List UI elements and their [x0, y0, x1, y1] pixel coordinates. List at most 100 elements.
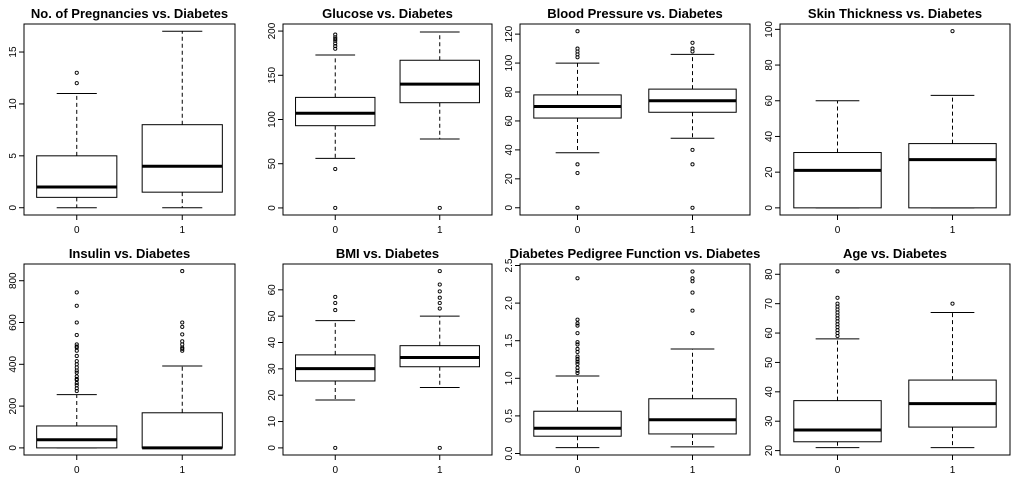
- outlier-point: [575, 342, 580, 347]
- outlier-point: [575, 370, 580, 376]
- outlier-point: [180, 332, 185, 337]
- outlier-point: [333, 35, 338, 40]
- x-tick-label: 0: [332, 465, 338, 476]
- box-group: [533, 276, 622, 449]
- box-group: [648, 40, 737, 210]
- outlier-point: [333, 36, 338, 42]
- outlier-point: [74, 342, 79, 347]
- outlier-point: [575, 361, 580, 367]
- y-tick-label: 30: [267, 363, 278, 375]
- y-tick-label: 10: [8, 98, 19, 110]
- outlier-point: [575, 354, 580, 359]
- plot-title: No. of Pregnancies vs. Diabetes: [31, 6, 228, 21]
- outlier-point: [437, 306, 442, 311]
- outlier-point: [333, 32, 338, 37]
- x-tick-label: 1: [950, 225, 956, 236]
- x-tick-label: 1: [950, 465, 956, 476]
- box-group: [36, 70, 118, 209]
- plot-title: Skin Thickness vs. Diabetes: [808, 6, 982, 21]
- x-tick-label: 0: [835, 465, 841, 476]
- x-tick-label: 0: [575, 225, 581, 236]
- outlier-point: [835, 295, 840, 300]
- y-tick-label: 20: [504, 173, 515, 185]
- y-tick-label: 70: [764, 298, 775, 310]
- y-tick-label: 50: [267, 310, 278, 322]
- outlier-point: [74, 353, 79, 358]
- outlier-point: [835, 301, 840, 306]
- outlier-point: [437, 300, 442, 306]
- outlier-point: [690, 331, 695, 336]
- outlier-point: [74, 320, 79, 325]
- outlier-point: [575, 356, 580, 361]
- outlier-point: [74, 359, 79, 364]
- outlier-point: [333, 294, 338, 299]
- outlier-point: [74, 70, 79, 75]
- y-tick-label: 40: [267, 337, 278, 349]
- box-group: [141, 30, 223, 209]
- plot-frame: [23, 23, 236, 216]
- y-tick-label: 60: [504, 115, 515, 127]
- x-tick-label: 1: [179, 465, 185, 476]
- outlier-point: [333, 445, 338, 450]
- outlier-point: [437, 205, 442, 210]
- plot-frame: [23, 263, 236, 456]
- outlier-point: [575, 29, 580, 34]
- box-group: [793, 269, 882, 449]
- plot-title: BMI vs. Diabetes: [336, 246, 439, 261]
- y-tick-label: 1.5: [504, 333, 515, 347]
- box-group: [295, 32, 376, 210]
- y-tick-label: 80: [504, 86, 515, 98]
- iqr-box: [793, 152, 882, 209]
- y-tick-label: 150: [267, 67, 278, 84]
- y-tick-label: 0: [504, 205, 515, 211]
- outlier-point: [74, 389, 79, 394]
- iqr-box: [36, 155, 118, 198]
- outlier-point: [575, 317, 580, 322]
- y-tick-label: 2.5: [504, 258, 515, 272]
- outlier-point: [437, 269, 442, 274]
- y-tick-label: 80: [764, 59, 775, 71]
- y-tick-label: 40: [764, 386, 775, 398]
- box-group: [141, 269, 223, 450]
- outlier-point: [575, 340, 580, 345]
- y-tick-label: 5: [8, 153, 19, 159]
- y-tick-label: 20: [267, 389, 278, 401]
- outlier-point: [180, 339, 185, 344]
- y-tick-label: 100: [504, 54, 515, 71]
- y-tick-label: 40: [764, 130, 775, 142]
- outlier-point: [333, 308, 338, 313]
- y-tick-label: 0: [267, 205, 278, 211]
- outlier-point: [437, 295, 442, 300]
- outlier-point: [74, 383, 79, 388]
- y-tick-label: 15: [8, 46, 19, 58]
- boxplot-panel: BMI vs. Diabetes 0 10 20 30 40 50 60 0 1: [267, 246, 493, 476]
- outlier-point: [575, 162, 580, 167]
- y-tick-label: 60: [267, 284, 278, 296]
- outlier-point: [74, 370, 79, 375]
- box-group: [793, 100, 882, 209]
- y-tick-label: 20: [764, 166, 775, 178]
- x-tick-label: 0: [575, 465, 581, 476]
- outlier-point: [74, 81, 79, 86]
- outlier-point: [575, 365, 580, 370]
- outlier-point: [575, 170, 580, 176]
- outlier-point: [690, 40, 695, 45]
- outlier-point: [333, 205, 338, 210]
- y-tick-label: 0: [8, 205, 19, 211]
- y-tick-label: 60: [764, 95, 775, 107]
- iqr-box: [295, 96, 376, 127]
- y-tick-label: 40: [504, 144, 515, 156]
- box-group: [295, 294, 376, 450]
- outlier-point: [835, 269, 840, 274]
- box-group: [908, 29, 997, 209]
- y-tick-label: 200: [8, 397, 19, 414]
- box-group: [399, 31, 480, 210]
- y-tick-label: 100: [267, 111, 278, 128]
- iqr-box: [399, 59, 480, 104]
- y-tick-label: 0.0: [504, 446, 515, 460]
- y-tick-label: 1.0: [504, 371, 515, 385]
- boxplot-panel: Skin Thickness vs. Diabetes 0 20 40 60 80 100 0…: [764, 6, 1011, 236]
- iqr-box: [648, 398, 737, 435]
- y-tick-label: 20: [764, 445, 775, 457]
